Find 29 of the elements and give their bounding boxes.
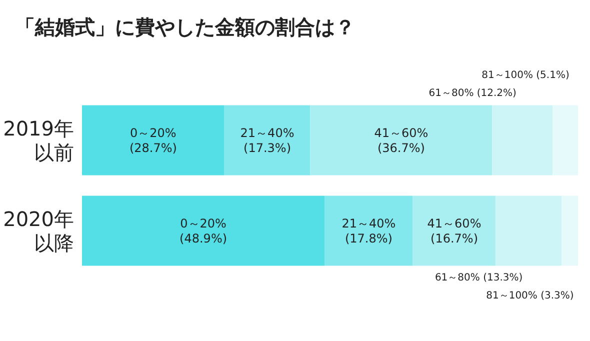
text: 41～60% [374,126,428,140]
data-label: (16.7%) [430,231,478,246]
series-label: 41～60% [427,216,482,230]
bar [412,196,496,266]
text: 21～40% [342,216,396,230]
bar [324,196,413,266]
bar [552,105,578,176]
data-label: (48.9%) [180,231,228,246]
data-label: (36.7%) [377,140,425,155]
bar [82,196,325,266]
text: 61～80% (13.3%) [434,272,523,284]
bar [310,105,492,176]
bar [224,105,310,176]
text: 61～80% (12.2%) [428,88,516,99]
y-tick-label: 2020年以降 [3,206,74,255]
y-tick-label: 2019年以前 [3,116,74,164]
text: 81～100% (5.1%) [482,70,570,81]
data-label: (28.7%) [129,140,177,155]
bar [562,196,578,266]
series-label: 21～40% [240,126,294,140]
text: 81～100% (3.3%) [486,290,574,302]
bar [492,105,553,176]
data-label: (17.8%) [344,231,392,246]
bar [82,105,224,176]
data-label: (17.3%) [244,140,291,155]
bar [496,196,562,266]
series-label: 0～20% [130,126,176,140]
text: 0～20% [180,216,226,230]
chart-title: 「結婚式」に費やした金額の割合は？ [15,15,355,39]
